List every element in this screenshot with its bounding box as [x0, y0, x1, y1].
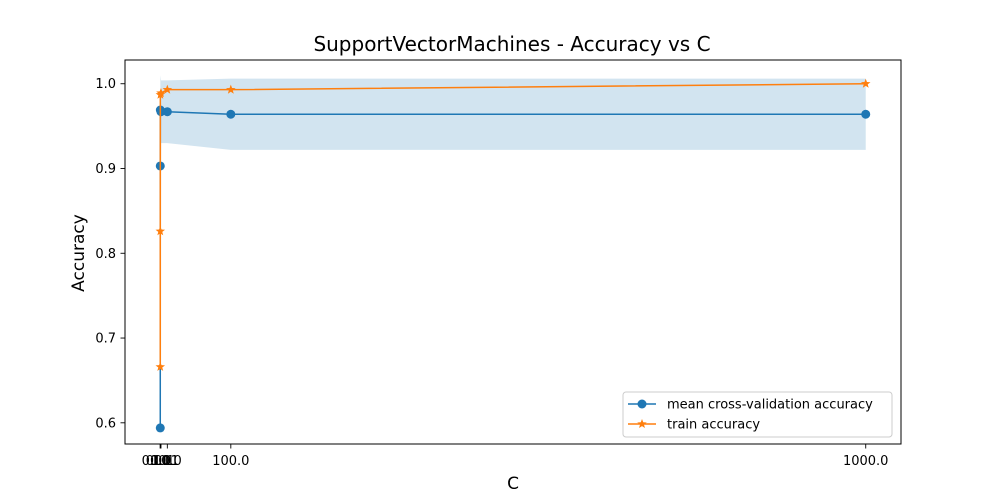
plot-frame [124, 59, 902, 445]
y-tick-label: 0.7 [95, 332, 116, 347]
series-0-point [155, 423, 165, 433]
series-1-point [860, 78, 871, 88]
x-tick-label: 0.01 [146, 454, 175, 469]
series-1-point [155, 226, 166, 236]
x-tick-label: 0.1 [150, 454, 171, 469]
series-1-point [162, 84, 173, 94]
legend-label: train accuracy [667, 418, 760, 433]
plot-area [155, 75, 871, 444]
x-tick-label: 1000.0 [843, 454, 889, 469]
legend-box [622, 391, 893, 438]
legend-item: train accuracy [628, 418, 760, 433]
y-tick-label: 1.0 [95, 77, 116, 92]
y-tick-label: 0.8 [95, 247, 116, 262]
y-axis-label: Accuracy [69, 214, 89, 292]
series-1-point [155, 361, 166, 371]
y-tick-label: 0.9 [95, 162, 116, 177]
x-tick-label: 100.0 [212, 454, 249, 469]
series-0-line [159, 109, 866, 428]
legend-marker [637, 399, 647, 409]
series-0-point [226, 109, 236, 119]
x-tick-label: 1.0 [151, 454, 172, 469]
series-0-point [861, 109, 871, 119]
x-axis-label: C [507, 474, 519, 494]
y-tick-label: 0.6 [95, 416, 116, 431]
x-tick-label: 0.001 [142, 454, 179, 469]
plot-clip-group [155, 75, 871, 444]
series-0-point [162, 107, 172, 117]
chart-title: SupportVectorMachines - Accuracy vs C [313, 32, 710, 56]
legend-label: mean cross-validation accuracy [667, 398, 873, 413]
legend-marker [637, 419, 647, 429]
series-1-point [226, 84, 236, 94]
legend-item: mean cross-validation accuracy [628, 398, 873, 413]
y-axis: 0.6 0.7 0.8 0.9 1.0 [95, 77, 125, 431]
x-tick-label: 10.0 [153, 454, 182, 469]
series-1-point [156, 88, 166, 98]
chart-legend: mean cross-validation accuracy train accu… [622, 391, 893, 438]
